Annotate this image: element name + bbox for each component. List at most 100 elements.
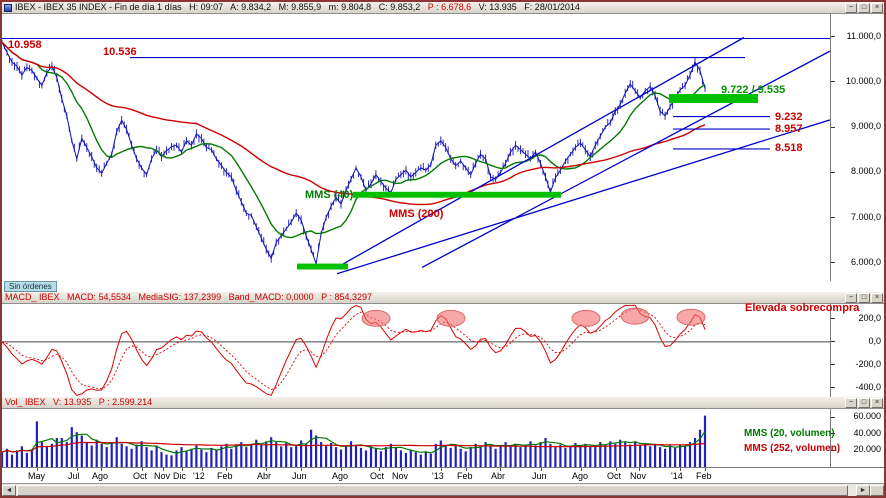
volume-bar: [534, 445, 537, 467]
volume-bar: [255, 439, 258, 467]
volume-bar: [444, 445, 447, 467]
mms200-label: MMS (200): [389, 208, 444, 220]
axis-label: Feb: [696, 471, 712, 481]
overbought-ellipse: [571, 309, 601, 327]
axis-label: Abr: [491, 471, 506, 481]
axis-label: Nov: [630, 471, 647, 481]
volume-bar: [315, 435, 318, 467]
volume-bar: [205, 452, 208, 467]
volume-chart-area[interactable]: [2, 409, 830, 467]
volume-bar: [120, 443, 123, 467]
close-button[interactable]: ×: [871, 397, 883, 408]
axis-label: Feb: [217, 471, 233, 481]
volume-bar: [584, 443, 587, 467]
volume-bar: [125, 446, 128, 467]
chart-icon: [4, 3, 12, 12]
volume-bar: [245, 447, 248, 467]
scroll-right-arrow-icon[interactable]: ►: [856, 485, 870, 496]
volume-bar: [25, 452, 28, 467]
resize-grip[interactable]: [870, 485, 884, 496]
volume-y-axis[interactable]: 60.000 40.000 20.000: [830, 409, 884, 467]
overbought-ellipse: [436, 309, 466, 327]
volume-bar: [160, 452, 163, 467]
volume-bar: [379, 451, 382, 467]
volume-bar: [489, 445, 492, 467]
volume-bar: [599, 442, 602, 467]
axis-tick: [831, 318, 835, 320]
volume-bar: [240, 442, 243, 467]
macd-y-axis[interactable]: 200,0 0,0 -200,0 -400,0: [830, 304, 884, 397]
minimize-button[interactable]: −: [845, 292, 857, 303]
window-controls: − □ ×: [845, 397, 883, 408]
main-title-p-value: P : 6.678,6: [427, 2, 472, 12]
axis-label: 8.000,0: [850, 166, 881, 177]
axis-label: Abr: [257, 471, 272, 481]
volume-bar: [519, 447, 522, 467]
maximize-button[interactable]: □: [858, 2, 870, 13]
volume-bar: [693, 438, 697, 467]
axis-label: 7.000,0: [850, 211, 881, 222]
axis-tick: [831, 341, 835, 343]
volume-bar: [554, 447, 557, 467]
minimize-button[interactable]: −: [845, 2, 857, 13]
axis-tick: [182, 468, 183, 471]
volume-bar: [504, 442, 507, 467]
volume-bar: [55, 438, 58, 467]
horizontal-scrollbar[interactable]: ◄ ►: [2, 483, 884, 496]
volume-bar: [514, 443, 517, 467]
volume-bar: [359, 447, 363, 467]
axis-tick: [831, 262, 835, 264]
volume-bar: [165, 454, 168, 467]
minimize-button[interactable]: −: [845, 397, 857, 408]
volume-bar: [499, 445, 502, 467]
volume-chart-canvas[interactable]: [2, 409, 830, 467]
volume-bar: [300, 440, 303, 467]
maximize-button[interactable]: □: [858, 397, 870, 408]
volume-bar: [494, 448, 497, 467]
support-zone-label: 9.722 / 9.535: [721, 84, 786, 96]
macd-chart-area[interactable]: [2, 304, 830, 397]
volume-bar: [230, 448, 233, 467]
price-chart-canvas[interactable]: [2, 14, 830, 281]
overbought-ellipse: [676, 308, 706, 326]
scroll-left-arrow-icon[interactable]: ◄: [2, 485, 16, 496]
close-button[interactable]: ×: [871, 2, 883, 13]
maximize-button[interactable]: □: [858, 292, 870, 303]
volume-bar: [434, 443, 437, 467]
axis-tick: [500, 468, 501, 471]
axis-tick: [831, 387, 835, 389]
axis-tick: [581, 468, 582, 471]
volume-bar: [464, 451, 467, 467]
volume-bar: [145, 447, 148, 467]
macd-panel-titlebar[interactable]: MACD_ IBEX MACD: 54,5534 MediaSIG: 137,2…: [2, 292, 884, 304]
volume-panel-titlebar[interactable]: Vol_ IBEX V: 13.935 P : 2.599.214 − □ ×: [2, 397, 884, 409]
macd-chart-canvas[interactable]: [2, 304, 830, 397]
volume-bar: [140, 441, 143, 467]
volume-bar: [604, 444, 607, 467]
volume-bar: [115, 437, 118, 467]
volume-bar: [419, 454, 422, 467]
main-title-text: IBEX - IBEX 35 INDEX - Fin de día 1 días…: [15, 2, 428, 12]
volume-bar: [290, 447, 293, 467]
axis-tick: [226, 468, 227, 471]
axis-label: 11.000,0: [846, 30, 881, 41]
trend-line[interactable]: [336, 119, 830, 275]
trend-line[interactable]: [421, 50, 830, 268]
main-chart-titlebar[interactable]: IBEX - IBEX 35 INDEX - Fin de día 1 días…: [2, 2, 884, 14]
price-close-line: [2, 41, 706, 264]
volume-bar: [564, 447, 567, 467]
volume-bar: [354, 444, 358, 467]
trend-line[interactable]: [336, 36, 745, 268]
volume-bar: [579, 446, 582, 467]
volume-title: Vol_ IBEX V: 13.935 P : 2.599.214: [5, 397, 153, 407]
close-button[interactable]: ×: [871, 292, 883, 303]
axis-tick: [301, 468, 302, 471]
price-y-axis[interactable]: 11.000,0 10.000,0 9.000,0 8.000,0 7.000,0 6.0…: [830, 14, 884, 281]
price-chart-area[interactable]: [2, 14, 830, 281]
volume-bar: [619, 439, 622, 467]
volume-bar: [374, 448, 377, 467]
scrollbar-thumb[interactable]: [17, 485, 848, 496]
axis-label: Oct: [607, 471, 622, 481]
time-x-axis[interactable]: May Jul Ago Oct Nov Dic '12 Feb Abr Jun Ago Oct Nov '…: [2, 467, 884, 483]
mms40-label: MMS (40): [305, 189, 354, 201]
